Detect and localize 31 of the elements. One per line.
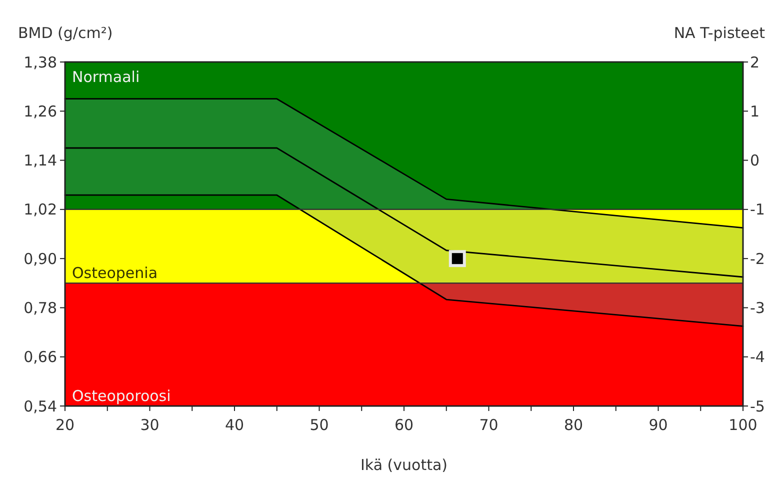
y2-tick-label: 0 (750, 152, 760, 170)
y2-tick-label: -4 (750, 348, 765, 366)
x-tick-label: 70 (479, 416, 498, 434)
y2-tick-label: -1 (750, 200, 765, 219)
y-tick-label: 0,90 (24, 250, 57, 268)
y2-tick-label: -5 (750, 397, 765, 416)
y-tick-label: 1,26 (24, 102, 57, 120)
x-tick-label: 20 (55, 416, 75, 434)
y-tick-label: 1,38 (24, 53, 57, 72)
y-axis-title: BMD (g/cm²) (18, 24, 113, 42)
y2-axis-title: NA T-pisteet (674, 24, 766, 42)
x-tick-label: 50 (310, 416, 329, 434)
y-tick-label: 0,66 (24, 348, 57, 366)
y2-tick-label: 2 (750, 53, 760, 72)
y-tick-label: 1,14 (24, 152, 57, 170)
x-tick-label: 90 (648, 416, 668, 434)
x-tick-label: 80 (564, 416, 584, 434)
y2-tick-label: -3 (750, 298, 765, 317)
band-label: Osteopenia (72, 264, 158, 282)
band-label: Osteoporoosi (72, 387, 171, 405)
y-tick-label: 0,54 (24, 397, 57, 416)
x-tick-label: 60 (394, 416, 414, 434)
band-label: Normaali (72, 68, 140, 86)
x-tick-label: 40 (224, 416, 244, 434)
y-tick-label: 0,78 (24, 298, 57, 317)
x-tick-label: 30 (140, 416, 160, 434)
y2-tick-label: -2 (750, 250, 765, 268)
x-tick-label: 100 (728, 416, 758, 434)
y-tick-label: 1,02 (24, 200, 57, 219)
x-axis-title: Ikä (vuotta) (360, 456, 448, 474)
y2-tick-label: 1 (750, 102, 760, 120)
